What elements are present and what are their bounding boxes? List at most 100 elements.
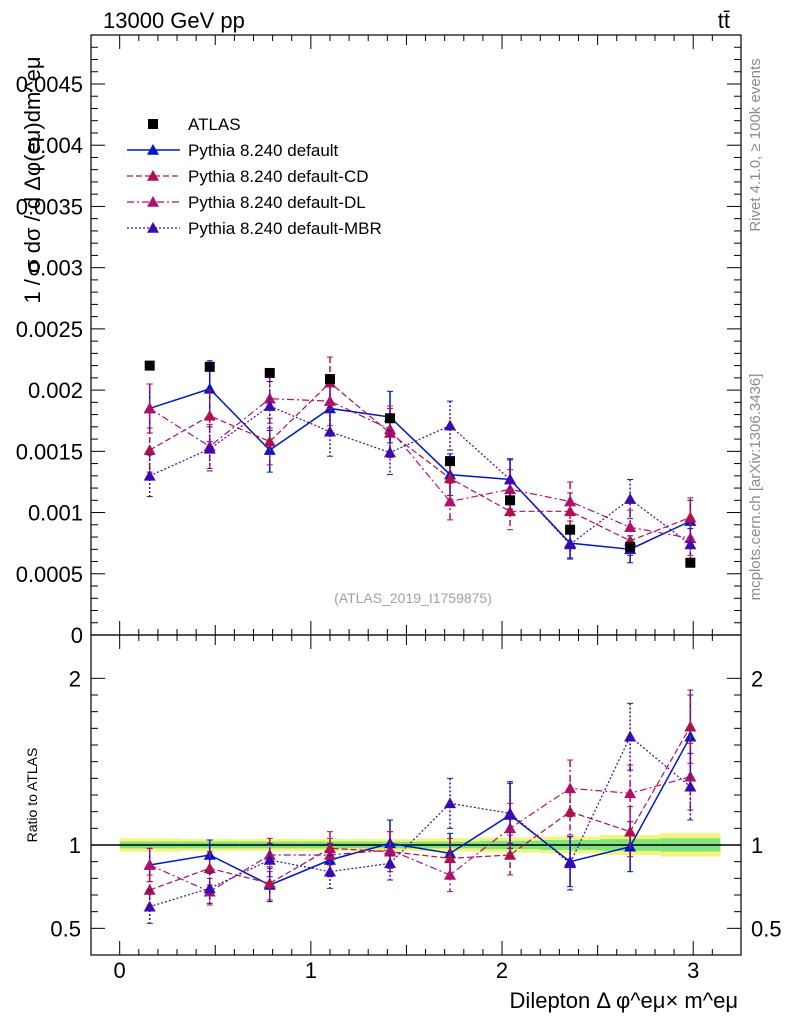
ratio-marker-mbr [504,807,517,819]
ratio-marker-dl [143,859,156,870]
watermark: (ATLAS_2019_I1759875) [334,590,492,606]
legend-label: ATLAS [188,115,241,134]
atlas-data-point [445,456,456,467]
y-tick-label: 1 [69,833,81,858]
ratio-line-cd [149,726,691,891]
legend-marker-default [147,144,159,155]
rivet-label: Rivet 4.1.0, ≥ 100k events [747,58,764,231]
y-tick-label: 0.001 [28,501,83,526]
legend: ATLAS Pythia 8.240 default Pythia 8.240 de… [127,115,382,238]
main-marker-mbr [684,538,697,550]
legend-marker-mbr [147,222,159,233]
main-marker-dl [384,423,396,435]
ratio-marker-cd [263,877,276,889]
ratio-marker-mbr [684,780,697,792]
legend-label: Pythia 8.240 default [188,141,339,160]
y-axis-label-ratio: Ratio to ATLAS [24,748,40,843]
main-marker-mbr [203,442,216,454]
main-marker-mbr [504,473,517,485]
main-line-cd [149,381,691,542]
main-marker-cd [203,409,216,421]
ratio-marker-cd [504,849,517,860]
ratio-marker-mbr [624,730,637,742]
main-marker-mbr [444,419,457,431]
ratio-marker-cd [684,720,697,732]
main-marker-cd [504,505,517,517]
y-tick-label: 0.0035 [16,194,83,219]
main-marker-dl [504,483,517,495]
ratio-marker-dl [564,782,577,794]
ratio-marker-dl [444,869,457,880]
legend-marker-cd [147,170,159,181]
ratio-marker-mbr [384,857,396,869]
y-tick-label-right: 2 [751,666,763,691]
main-marker-mbr [323,425,336,437]
main-marker-cd [444,472,457,484]
ratio-marker-dl [323,849,336,860]
main-marker-default [203,382,216,394]
x-axis-label: Dilepton Δ φ^eμ× m^eμ [510,988,738,1013]
y-tick-label: 0.0045 [16,72,83,97]
main-marker-mbr [624,493,637,504]
mcplots-label: mcplots.cern.ch [arXiv:1306.3436] [747,374,764,601]
main-marker-mbr [143,469,156,481]
main-marker-mbr [263,400,276,411]
y-tick-label-right: 1 [751,833,763,858]
x-tick-label: 0 [114,958,126,983]
main-marker-dl [143,402,156,414]
main-marker-cd [143,444,156,455]
atlas-data-point [685,557,696,568]
legend-label: Pythia 8.240 default-DL [188,193,366,212]
main-marker-cd [684,511,697,523]
x-tick-label: 1 [305,958,317,983]
y-tick-label: 0.0015 [16,439,83,464]
main-line-mbr [149,405,691,546]
ratio-line-mbr [149,735,691,908]
ratio-marker-mbr [444,797,457,809]
ratio-marker-cd [624,825,637,837]
y-tick-label: 0.0025 [16,317,83,342]
ratio-marker-mbr [143,900,156,912]
ratio-plot: 0 1 2 3 0.5 0.5 1 1 2 2 [50,634,782,983]
ratio-line-default [149,736,691,886]
legend-label: Pythia 8.240 default-CD [188,167,369,186]
y-axis-label-main: 1 / σ dσ / d Δφ(eμ)dm^eμ [20,56,45,303]
ratio-marker-dl [384,844,396,855]
ratio-marker-dl [684,770,697,782]
header-right: tt̄ [718,8,730,33]
y-tick-label: 2 [69,666,81,691]
main-marker-dl [624,521,637,533]
x-tick-label: 3 [687,958,699,983]
main-marker-cd [263,435,276,447]
legend-label: Pythia 8.240 default-MBR [188,219,382,238]
main-marker-dl [444,495,457,507]
ratio-marker-cd [203,862,216,874]
y-tick-label: 0.004 [28,133,83,158]
atlas-data-point [324,374,335,385]
ratio-marker-mbr [263,854,276,865]
atlas-data-point [264,367,275,378]
y-tick-label: 0.002 [28,378,83,403]
ratio-marker-cd [143,884,156,895]
main-marker-mbr [564,538,577,550]
main-line-dl [149,398,691,539]
y-tick-label: 0 [71,623,83,648]
ratio-marker-mbr [203,882,216,894]
ratio-marker-dl [624,787,637,799]
atlas-data-point [565,524,576,535]
atlas-data-point [144,360,155,371]
main-marker-cd [564,505,577,517]
atlas-data-point [204,361,215,372]
ratio-plot-frame [90,634,742,956]
ratio-marker-mbr [323,865,336,877]
y-tick-label: 0.5 [50,916,81,941]
atlas-data-point [625,541,636,552]
ratio-marker-mbr [564,857,577,869]
main-marker-dl [564,495,577,507]
ratio-marker-cd [323,842,336,854]
y-tick-label: 0.003 [28,256,83,281]
main-marker-dl [323,395,336,406]
y-tick-label-right: 0.5 [751,916,782,941]
legend-atlas-marker [148,119,158,129]
legend-marker-dl [147,196,159,207]
